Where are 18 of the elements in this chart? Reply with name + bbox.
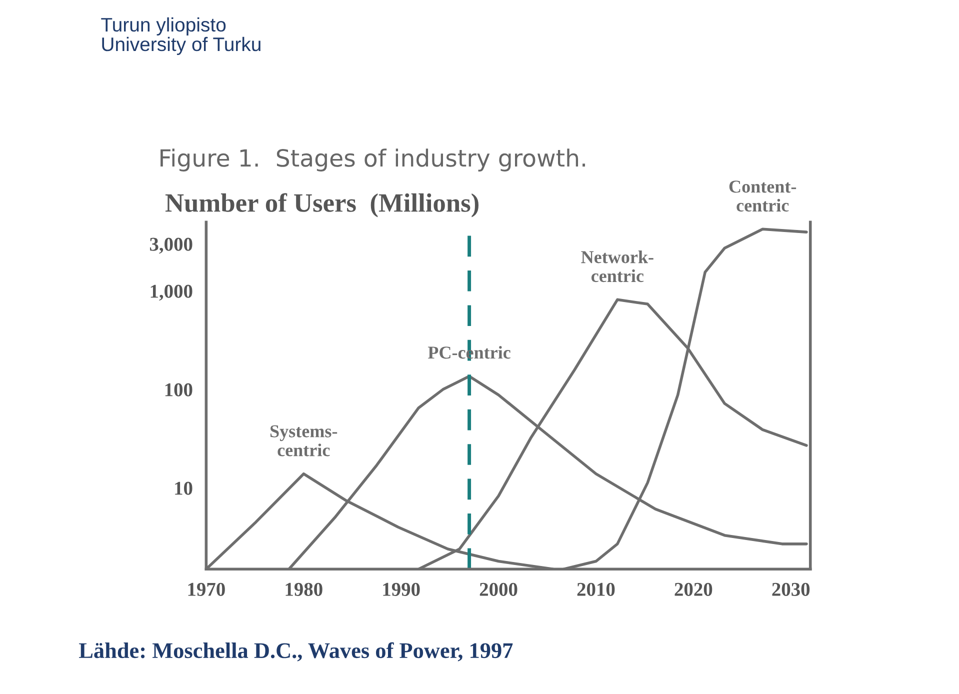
series-label: Content- centric	[729, 180, 796, 212]
text: Lähde: Moschella D.C., Waves of Power, 1997	[79, 642, 513, 662]
x-tick-label: 2030	[772, 582, 810, 596]
y-tick-label: 10	[175, 482, 192, 495]
chart-title: Figure 1. Stages of industry growth.	[160, 148, 585, 172]
y-tick-label: 100	[165, 383, 192, 396]
x-tick-label: 1970	[188, 582, 225, 596]
y-tick-label: 3,000	[150, 238, 192, 254]
x-tick-label: 2000	[480, 582, 518, 596]
x-tick-label: 1990	[383, 582, 420, 596]
y-axis-title: Number of Users (Millions)	[165, 193, 478, 218]
text: Turun yliopisto University of Turku	[101, 17, 260, 56]
series-label: Network- centric	[581, 250, 654, 282]
x-tick-label: 1980	[286, 582, 322, 596]
x-tick-label: 2020	[674, 582, 712, 596]
y-tick-label: 1,000	[150, 284, 192, 301]
x-tick-label: 2010	[577, 582, 615, 596]
series-label: Systems- centric	[270, 425, 338, 456]
